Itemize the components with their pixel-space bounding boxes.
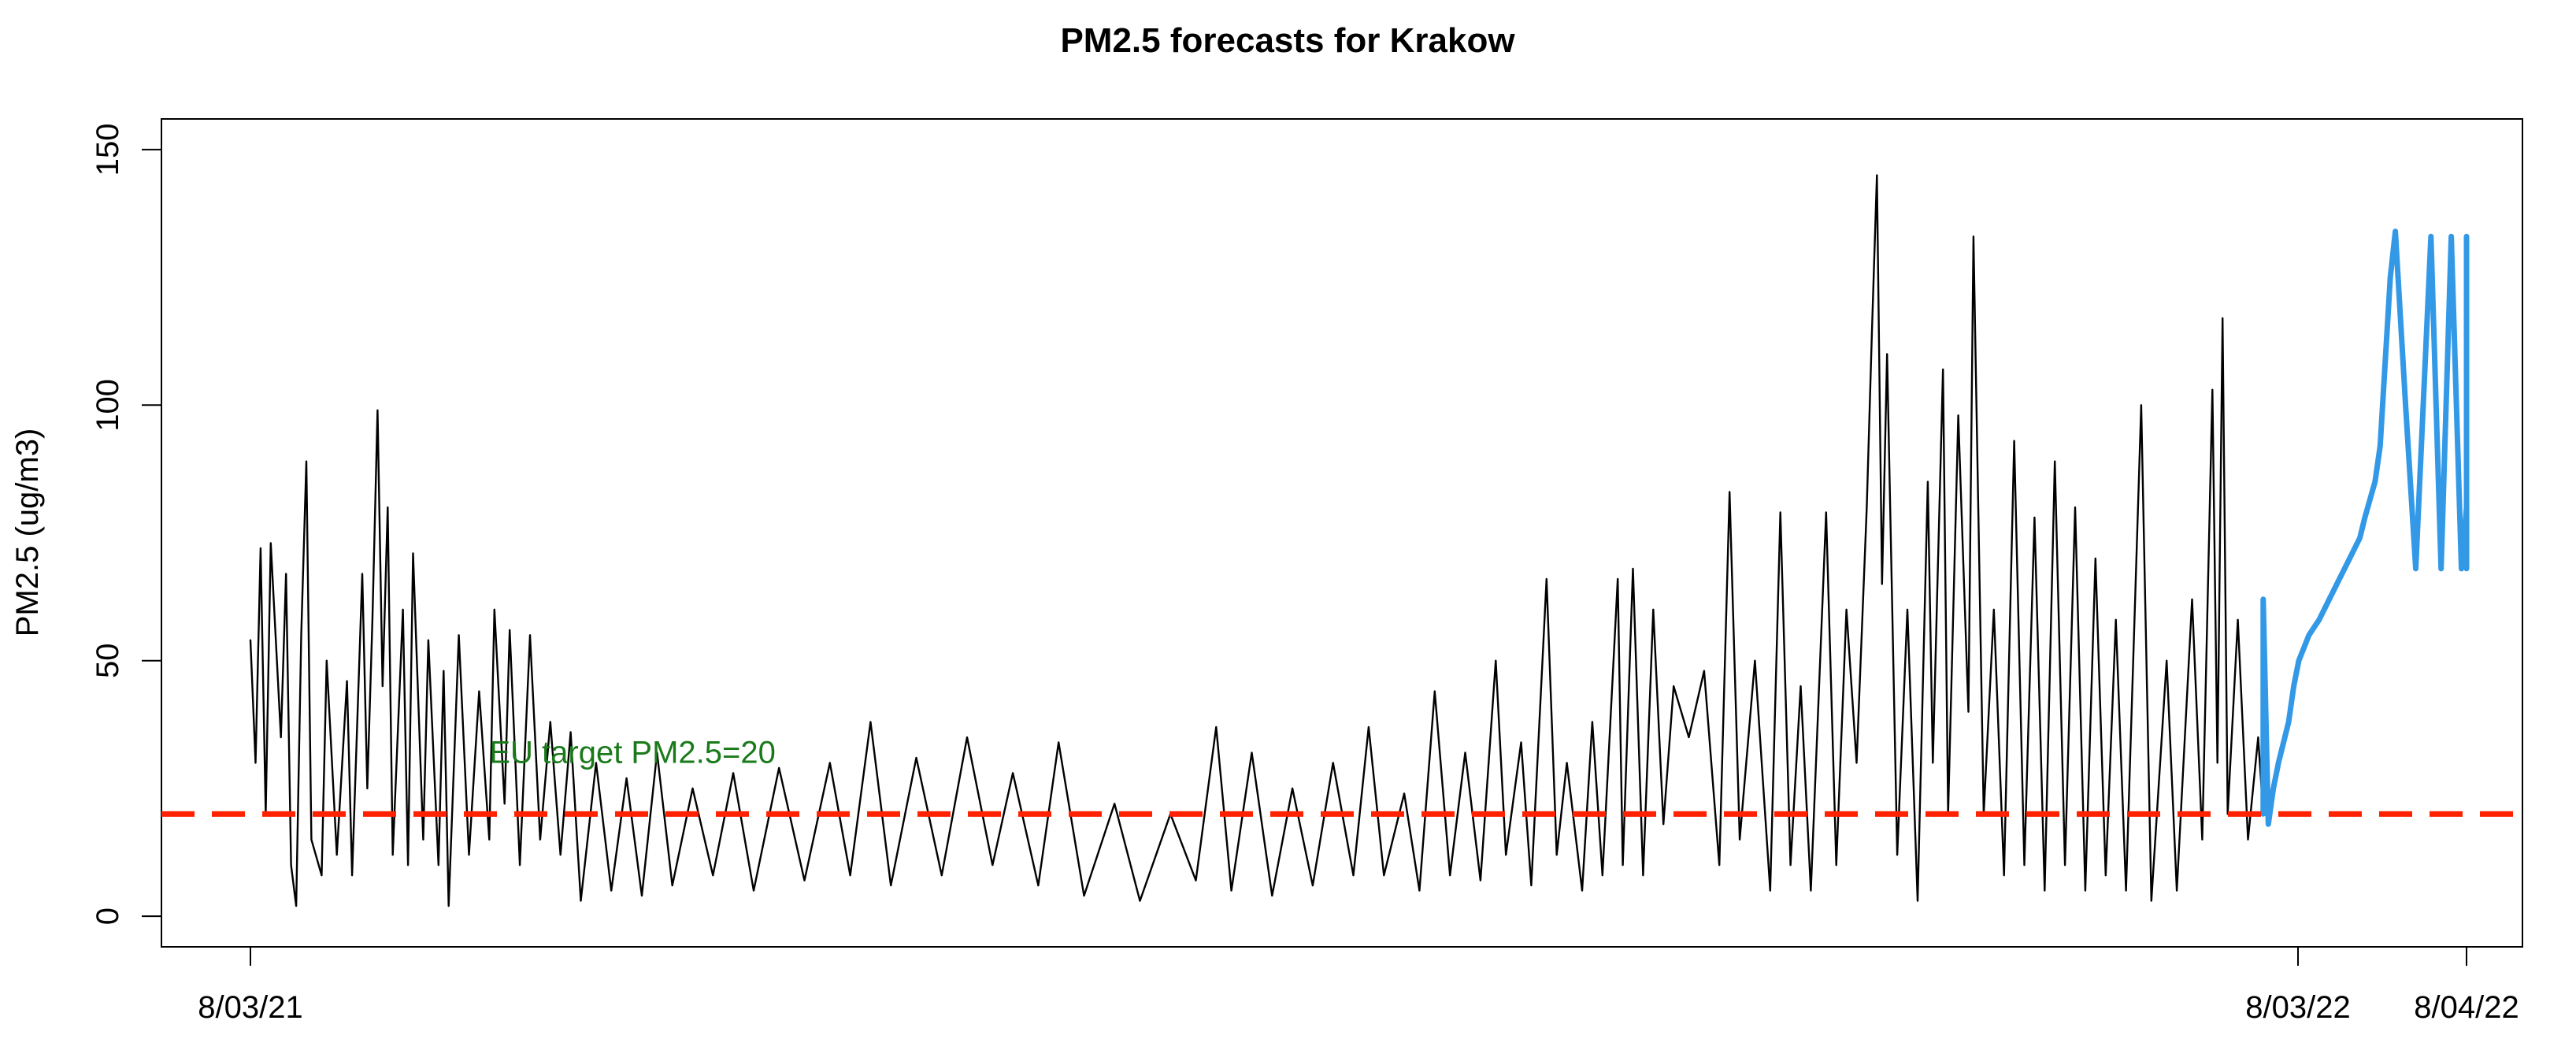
y-tick-label: 0 xyxy=(91,907,125,925)
annotation-eu-target: EU target PM2.5=20 xyxy=(489,735,776,770)
forecast-line xyxy=(2260,228,2470,827)
x-tick-label: 8/04/22 xyxy=(2414,990,2519,1025)
axes: 0 50 100 150 8/03/21 8/03/22 8/04/22 xyxy=(91,124,2519,1025)
observed-line xyxy=(249,174,2264,907)
series-group xyxy=(249,174,2470,907)
y-tick-label: 50 xyxy=(91,643,125,678)
chart-title: PM2.5 forecasts for Krakow xyxy=(1060,21,1515,60)
annotation-group: EU target PM2.5=20 xyxy=(489,735,776,770)
y-axis-label: PM2.5 (ug/m3) xyxy=(10,429,45,637)
y-tick-label: 150 xyxy=(91,124,125,176)
y-tick-label: 100 xyxy=(91,379,125,432)
x-tick-label: 8/03/22 xyxy=(2245,990,2350,1025)
x-tick-label: 8/03/21 xyxy=(198,990,302,1025)
plot-frame xyxy=(161,118,2523,948)
